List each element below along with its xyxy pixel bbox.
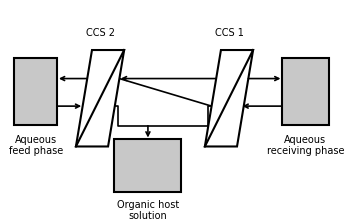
Text: Organic host
solution: Organic host solution — [117, 200, 179, 221]
Text: Aqueous
receiving phase: Aqueous receiving phase — [267, 135, 344, 156]
Text: CCS 1: CCS 1 — [215, 28, 244, 38]
Polygon shape — [76, 50, 124, 146]
Text: Aqueous
feed phase: Aqueous feed phase — [8, 135, 63, 156]
FancyBboxPatch shape — [14, 58, 58, 125]
FancyBboxPatch shape — [114, 139, 181, 192]
FancyBboxPatch shape — [282, 58, 329, 125]
Text: CCS 2: CCS 2 — [85, 28, 114, 38]
Polygon shape — [205, 50, 253, 146]
